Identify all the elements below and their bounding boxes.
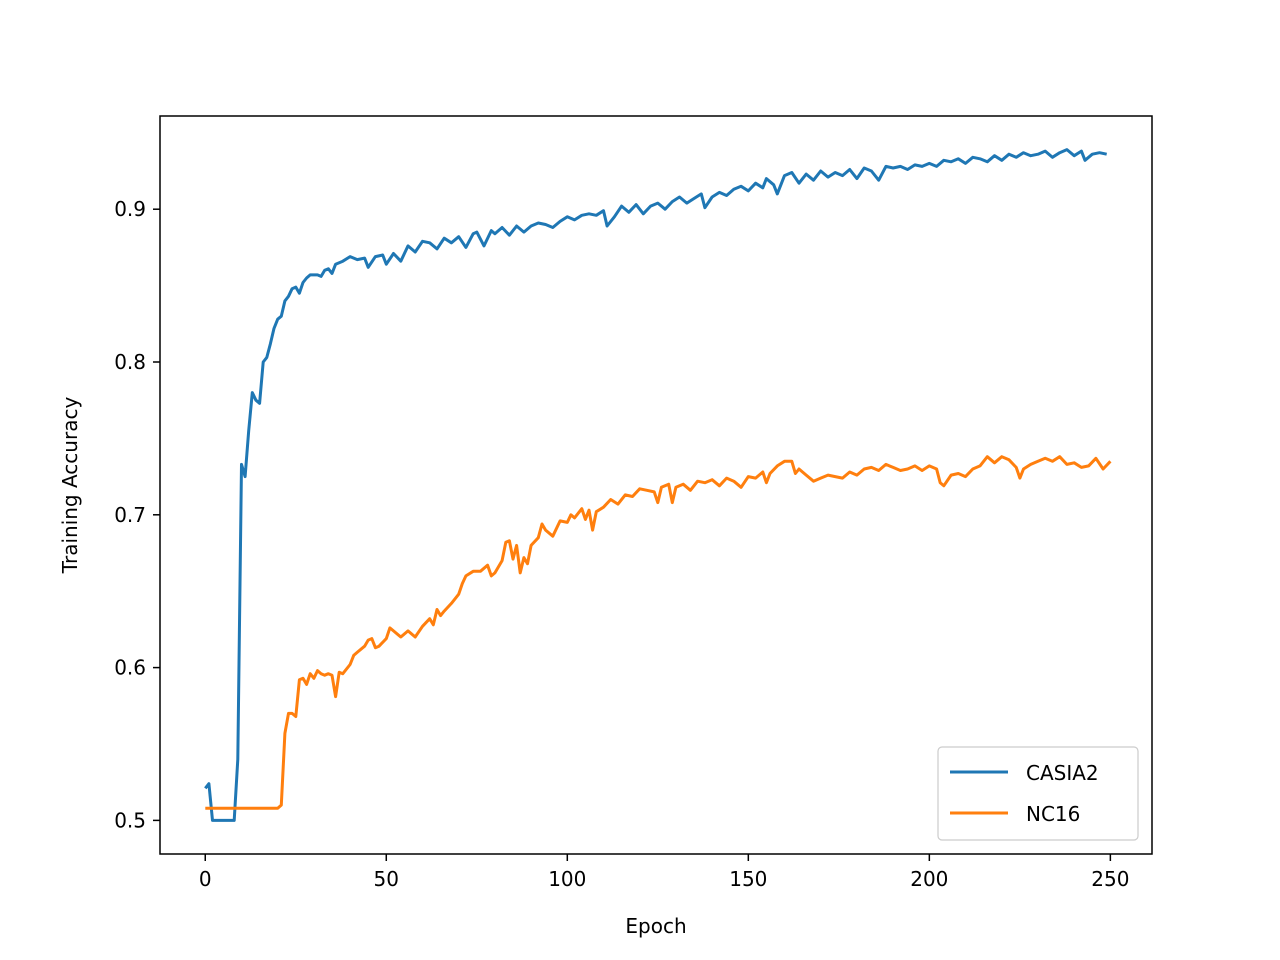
y-tick-label: 0.7 <box>114 503 146 527</box>
series-line-casia2 <box>204 148 1108 822</box>
y-axis-label: Training Accuracy <box>58 397 82 575</box>
plot-area <box>160 116 1152 854</box>
series-layer <box>204 148 1112 822</box>
legend-box <box>937 746 1139 841</box>
x-tick-label: 250 <box>1091 867 1129 891</box>
y-tick-label: 0.9 <box>114 197 146 221</box>
series-line-nc16 <box>205 455 1112 810</box>
x-tick-label: 0 <box>199 867 212 891</box>
x-tick-label: 100 <box>548 867 586 891</box>
x-axis-ticks: 0 50 100 150 200 250 <box>199 854 1129 891</box>
y-tick-label: 0.5 <box>114 808 146 832</box>
y-tick-label: 0.6 <box>114 656 146 680</box>
y-axis-ticks: 0.5 0.6 0.7 0.8 0.9 <box>114 197 160 832</box>
y-tick-label: 0.8 <box>114 350 146 374</box>
legend-label-casia2: CASIA2 <box>1026 761 1099 785</box>
x-tick-label: 50 <box>374 867 399 891</box>
x-axis-label: Epoch <box>625 914 686 938</box>
legend: CASIA2 NC16 <box>937 746 1139 841</box>
x-tick-label: 150 <box>729 867 767 891</box>
legend-label-nc16: NC16 <box>1026 802 1080 826</box>
axes-frame <box>159 115 1153 855</box>
x-tick-label: 200 <box>910 867 948 891</box>
